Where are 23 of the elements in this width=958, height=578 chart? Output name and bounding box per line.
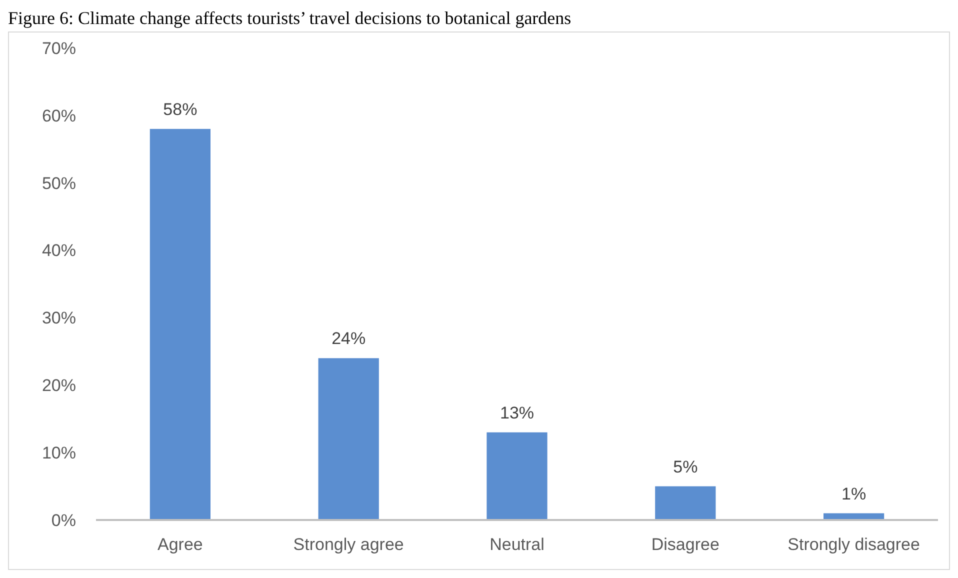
y-tick-label: 70% [42, 38, 76, 58]
x-tick-label: Neutral [490, 535, 544, 554]
y-tick-label: 60% [42, 106, 76, 126]
y-tick-label: 50% [42, 174, 76, 193]
x-tick-label: Strongly disagree [788, 535, 920, 554]
data-label: 5% [673, 457, 698, 476]
x-tick-label: Agree [158, 535, 203, 554]
y-tick-label: 40% [42, 241, 76, 260]
data-label: 1% [842, 484, 866, 504]
bar [486, 432, 548, 520]
data-label: 58% [163, 100, 198, 119]
data-label: 13% [500, 403, 534, 422]
y-tick-label: 0% [51, 510, 76, 530]
x-tick-label: Strongly agree [293, 535, 404, 554]
x-tick-label: Disagree [651, 535, 720, 554]
bar [150, 128, 211, 520]
y-tick-label: 30% [42, 308, 76, 328]
bar [318, 358, 379, 520]
chart-title: Figure 6: Climate change affects tourists’ travel decisions to botanical gardens [8, 8, 572, 28]
bar [655, 486, 716, 520]
y-tick-label: 10% [42, 444, 76, 463]
y-tick-label: 20% [42, 376, 76, 396]
data-label: 24% [332, 329, 366, 348]
